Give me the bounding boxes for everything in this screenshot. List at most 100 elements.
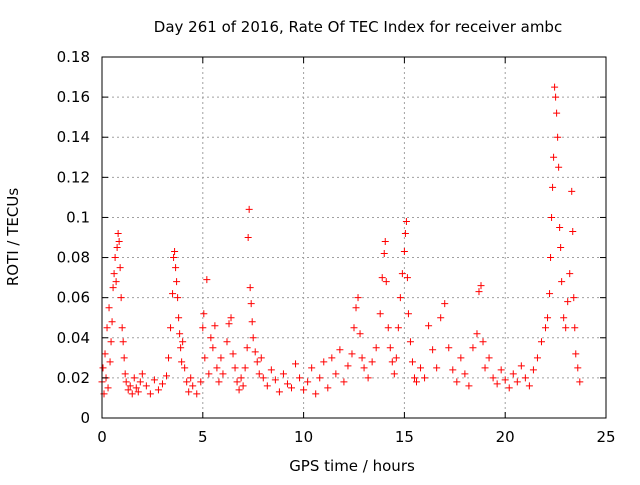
data-point (187, 374, 195, 382)
data-point (253, 358, 261, 366)
data-point (308, 364, 316, 372)
data-point (562, 324, 570, 332)
data-point (296, 374, 304, 382)
chart-title: Day 261 of 2016, Rate Of TEC Index for r… (154, 18, 562, 36)
data-point (513, 378, 521, 386)
data-point (113, 244, 121, 252)
data-point (154, 386, 162, 394)
data-point (176, 330, 184, 338)
data-point (121, 370, 129, 378)
data-point (410, 374, 418, 382)
data-point (231, 364, 239, 372)
data-point (203, 276, 211, 284)
data-point (547, 254, 555, 262)
data-point (122, 378, 130, 386)
data-point (572, 350, 580, 358)
data-point (469, 344, 477, 352)
data-point (412, 378, 420, 386)
data-point (288, 384, 296, 392)
data-point (441, 300, 449, 308)
data-point (392, 354, 400, 362)
data-point (372, 344, 380, 352)
data-point (99, 364, 107, 372)
y-tick-label: 0.12 (57, 168, 90, 186)
data-point (569, 227, 577, 235)
data-point (181, 364, 189, 372)
data-point (332, 370, 340, 378)
data-point (215, 378, 223, 386)
data-point (146, 390, 154, 398)
data-point (564, 298, 572, 306)
data-point (403, 274, 411, 282)
data-point (320, 358, 328, 366)
data-point (178, 358, 186, 366)
data-point (560, 314, 568, 322)
data-point (358, 354, 366, 362)
data-point (201, 354, 209, 362)
data-point (249, 334, 257, 342)
data-point (165, 354, 173, 362)
data-point (150, 376, 158, 384)
data-point (105, 304, 113, 312)
data-point (340, 378, 348, 386)
data-point (235, 386, 243, 394)
data-point (189, 382, 197, 390)
data-point (394, 324, 402, 332)
data-point (396, 294, 404, 302)
data-point (114, 229, 122, 237)
data-point (368, 358, 376, 366)
data-point (544, 314, 552, 322)
data-point (237, 374, 245, 382)
data-point (328, 354, 336, 362)
x-tick-label: 10 (294, 428, 313, 446)
data-point (406, 338, 414, 346)
data-point (344, 362, 352, 370)
y-axis-ticks: 0 0.02 0.04 0.06 0.08 0.1 0.12 0.14 0.16 0.18 (57, 48, 606, 427)
data-point (386, 344, 394, 352)
data-point (401, 229, 409, 237)
data-point (117, 294, 125, 302)
data-point (255, 370, 263, 378)
y-tick-label: 0.02 (57, 369, 90, 387)
y-axis-label: ROTI / TECUs (4, 188, 22, 286)
data-point (388, 358, 396, 366)
data-point (402, 217, 410, 225)
data-point (119, 338, 127, 346)
data-point (241, 364, 249, 372)
data-point (350, 324, 358, 332)
data-point (172, 264, 180, 272)
data-point (275, 388, 283, 396)
x-tick-label: 5 (198, 428, 208, 446)
data-point (173, 278, 181, 286)
data-point (227, 314, 235, 322)
data-point (453, 378, 461, 386)
data-point (574, 364, 582, 372)
data-point (103, 324, 111, 332)
data-point (381, 238, 389, 246)
data-point (557, 244, 565, 252)
data-point (128, 390, 136, 398)
data-point (225, 320, 233, 328)
data-point (136, 378, 144, 386)
data-point (292, 360, 300, 368)
data-point (525, 382, 533, 390)
data-point (437, 314, 445, 322)
data-point (489, 374, 497, 382)
data-point (505, 384, 513, 392)
x-tick-label: 25 (596, 428, 615, 446)
data-point (177, 344, 185, 352)
data-point (124, 386, 132, 394)
data-point (348, 350, 356, 358)
data-point (167, 324, 175, 332)
x-tick-label: 20 (496, 428, 515, 446)
y-tick-label: 0.06 (57, 289, 90, 307)
data-point (570, 294, 578, 302)
data-point (219, 370, 227, 378)
data-point (566, 270, 574, 278)
data-point (380, 250, 388, 258)
data-point (279, 370, 287, 378)
data-point (360, 364, 368, 372)
data-point (356, 330, 364, 338)
data-point (429, 346, 437, 354)
